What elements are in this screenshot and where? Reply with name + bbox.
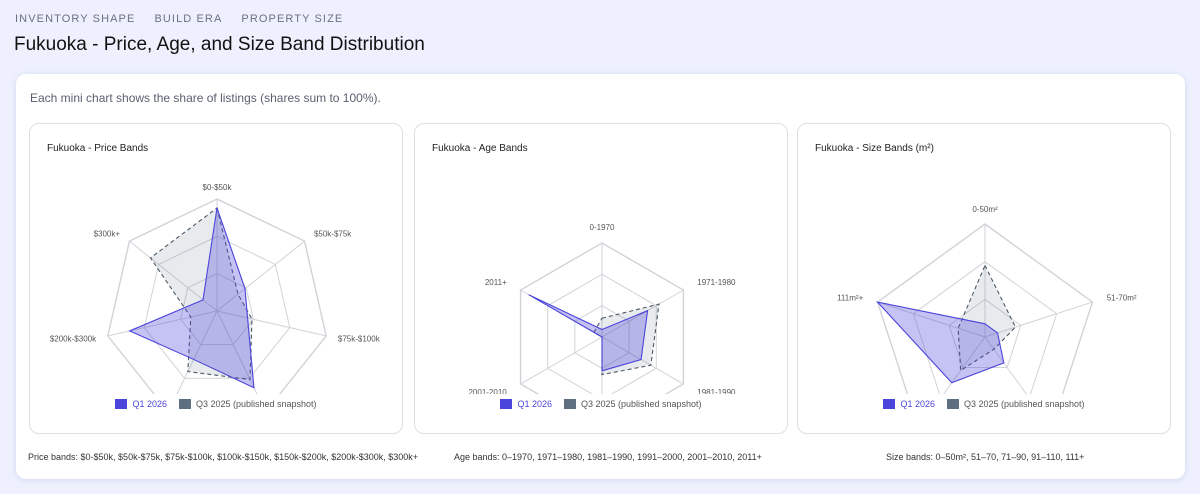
legend-swatch-current xyxy=(500,399,513,409)
age-bands-panel: Fukuoka - Age Bands 0-1970 1971-1980 1981-… xyxy=(414,123,788,434)
legend-swatch-current xyxy=(115,399,128,409)
price-radar-chart: $0-$50k$50k-$75k$75k-$100k$100k-$150k$15… xyxy=(50,183,381,394)
legend-swatch-current xyxy=(883,399,896,409)
grid-spoke xyxy=(216,310,258,394)
legend-item-current[interactable]: Q1 2026 xyxy=(115,399,167,409)
axis-label: $50k-$75k xyxy=(314,230,352,239)
series-current-area[interactable] xyxy=(128,207,255,389)
legend: Q1 2026 Q3 2025 (published snapshot) xyxy=(30,399,402,409)
grid-ring xyxy=(876,223,1094,394)
legend-swatch-previous xyxy=(563,399,576,409)
series-current-area[interactable] xyxy=(528,294,649,372)
grid-spoke xyxy=(216,240,305,312)
axis-label: 1981-1990 xyxy=(697,388,736,394)
legend-item-previous[interactable]: Q3 2025 (published snapshot) xyxy=(178,399,317,409)
chart-title: Fukuoka - Size Bands (m²) xyxy=(815,143,934,154)
grid-ring xyxy=(180,273,254,346)
page-title: Fukuoka - Price, Age, and Size Band Dist… xyxy=(14,34,425,55)
grid-ring xyxy=(948,298,1022,368)
legend-label: Q1 2026 xyxy=(132,399,167,409)
legend-swatch-previous xyxy=(946,399,959,409)
tab-build-era[interactable]: BUILD ERA xyxy=(154,13,223,25)
axis-label: $0-$50k xyxy=(203,183,233,192)
legend-item-current[interactable]: Q1 2026 xyxy=(883,399,935,409)
size-bands-panel: Fukuoka - Size Bands (m²) 0-50m²51-70m²7… xyxy=(797,123,1171,434)
grid-spoke xyxy=(520,336,603,385)
age-radar-chart: 0-19701971-19801981-19901991-20002001-20… xyxy=(468,223,736,394)
axis-label: 1971-1980 xyxy=(697,278,736,287)
grid-spoke xyxy=(877,301,986,338)
legend-label: Q1 2026 xyxy=(900,399,935,409)
legend-label: Q3 2025 (published snapshot) xyxy=(580,399,702,409)
axis-label: 2001-2010 xyxy=(468,388,507,394)
tab-inventory-shape[interactable]: INVENTORY SHAPE xyxy=(15,13,136,25)
axis-label: $300k+ xyxy=(94,230,121,239)
chart-title: Fukuoka - Age Bands xyxy=(432,143,528,154)
grid-spoke xyxy=(129,240,218,312)
axis-label: $75k-$100k xyxy=(338,335,381,344)
axis-label: 111m²+ xyxy=(837,293,863,302)
grid-ring xyxy=(912,261,1058,394)
grid-ring xyxy=(107,198,327,394)
grid-spoke xyxy=(601,289,684,338)
grid-spoke xyxy=(984,301,1093,338)
axis-label: 51-70m² xyxy=(1107,293,1137,302)
legend-label: Q1 2026 xyxy=(517,399,552,409)
legend: Q1 2026 Q3 2025 (published snapshot) xyxy=(415,399,787,409)
axis-label: 0-50m² xyxy=(972,205,998,214)
legend-item-current[interactable]: Q1 2026 xyxy=(500,399,552,409)
grid-spoke xyxy=(601,336,684,385)
series-current-area[interactable] xyxy=(875,301,1005,384)
grid-spoke xyxy=(107,310,218,337)
legend-label: Q3 2025 (published snapshot) xyxy=(963,399,1085,409)
tab-property-size[interactable]: PROPERTY SIZE xyxy=(241,13,344,25)
grid-ring xyxy=(143,235,291,379)
size-footnote: Size bands: 0–50m², 51–70, 71–90, 91–110… xyxy=(886,452,1085,462)
legend-item-previous[interactable]: Q3 2025 (published snapshot) xyxy=(563,399,702,409)
grid-spoke xyxy=(984,336,1028,394)
series-previous-area[interactable] xyxy=(957,264,1017,372)
intro-text: Each mini chart shows the share of listi… xyxy=(30,91,381,105)
legend-item-previous[interactable]: Q3 2025 (published snapshot) xyxy=(946,399,1085,409)
series-previous-area[interactable] xyxy=(149,207,253,381)
grid-spoke xyxy=(216,310,327,337)
age-footnote: Age bands: 0–1970, 1971–1980, 1981–1990,… xyxy=(454,452,762,462)
price-bands-panel: Fukuoka - Price Bands $0-$50k $50k-$75k $7… xyxy=(29,123,403,434)
axis-label: $200k-$300k xyxy=(50,335,97,344)
grid-spoke xyxy=(176,310,218,394)
chart-title: Fukuoka - Price Bands xyxy=(47,143,149,154)
legend-swatch-previous xyxy=(178,399,191,409)
legend: Q1 2026 Q3 2025 (published snapshot) xyxy=(798,399,1170,409)
legend-label: Q3 2025 (published snapshot) xyxy=(195,399,317,409)
axis-label: 0-1970 xyxy=(590,223,615,232)
axis-label: 2011+ xyxy=(485,278,507,287)
price-footnote: Price bands: $0-$50k, $50k-$75k, $75k-$1… xyxy=(28,452,419,462)
tab-bar: INVENTORY SHAPE BUILD ERA PROPERTY SIZE xyxy=(15,13,343,25)
